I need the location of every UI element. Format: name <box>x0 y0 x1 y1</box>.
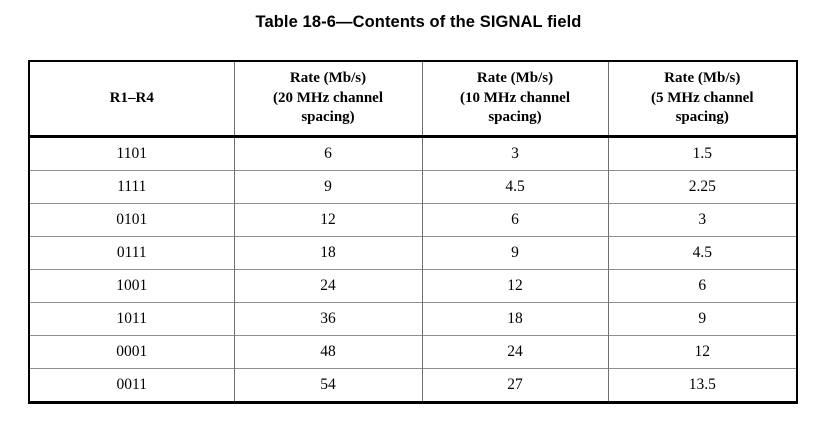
table-row: 0011 54 27 13.5 <box>29 368 797 403</box>
cell-bits: 0001 <box>29 335 234 369</box>
cell-rate-10mhz: 18 <box>421 302 608 336</box>
cell-bits: 0111 <box>29 236 234 270</box>
table-row: 1011 36 18 9 <box>29 302 797 336</box>
header-row: R1–R4 Rate (Mb/s) (20 MHz channel spacin… <box>29 61 797 138</box>
cell-bits: 1101 <box>116 145 147 162</box>
cell-bits: 1011 <box>29 302 234 336</box>
cell-rate-20mhz: 9 <box>233 170 422 204</box>
cell-bits: 1001 <box>29 269 234 303</box>
cell-rate-20mhz: 36 <box>233 302 422 336</box>
table-row: 0101 12 6 3 <box>29 203 797 237</box>
cell-rate-20mhz: 12 <box>233 203 422 237</box>
column-header-rate-10mhz: Rate (Mb/s) (10 MHz channel spacing) <box>421 61 608 138</box>
cell-rate-5mhz: 6 <box>607 269 797 303</box>
cell-rate-20mhz: 18 <box>233 236 422 270</box>
cell-rate-5mhz: 4.5 <box>607 236 797 270</box>
cell-rate-10mhz: 27 <box>421 368 608 403</box>
cell-rate-20mhz: 54 <box>233 368 422 403</box>
cell-rate-5mhz: 3 <box>607 203 797 237</box>
cell-rate-10mhz: 3 <box>421 136 608 171</box>
column-header-rate-20mhz: Rate (Mb/s) (20 MHz channel spacing) <box>233 61 422 138</box>
column-header-r1-r4: R1–R4 <box>29 61 234 138</box>
cell-bits: 1111 <box>29 170 234 204</box>
cell-rate-20mhz: 48 <box>233 335 422 369</box>
signal-field-table: R1–R4 Rate (Mb/s) (20 MHz channel spacin… <box>28 60 798 404</box>
cell-rate-5mhz: 13.5 <box>607 368 797 403</box>
cell-rate-10mhz: 12 <box>421 269 608 303</box>
cell-rate-20mhz: 6 <box>233 136 422 171</box>
cell-rate-5mhz: 2.25 <box>607 170 797 204</box>
cell-rate-10mhz: 6 <box>421 203 608 237</box>
table-caption: Table 18-6—Contents of the SIGNAL field <box>255 13 582 31</box>
table-body: 1101 6 3 1.5 1111 9 4.5 2.25 0101 12 6 3… <box>29 136 797 403</box>
cell-rate-5mhz: 1.5 <box>607 136 797 171</box>
cell-bits: 0011 <box>29 368 234 403</box>
cell-rate-5mhz: 12 <box>607 335 797 369</box>
table-header: R1–R4 Rate (Mb/s) (20 MHz channel spacin… <box>29 61 797 138</box>
column-header-rate-5mhz: Rate (Mb/s) (5 MHz channel spacing) <box>607 61 797 138</box>
cell-rate-5mhz: 9 <box>607 302 797 336</box>
table-row: 1101 6 3 1.5 <box>29 136 797 171</box>
table-row: 0111 18 9 4.5 <box>29 236 797 270</box>
table-row: 1001 24 12 6 <box>29 269 797 303</box>
cell-rate-10mhz: 24 <box>421 335 608 369</box>
cell-rate-10mhz: 9 <box>421 236 608 270</box>
cell-bits: 0101 <box>29 203 234 237</box>
table-row: 1111 9 4.5 2.25 <box>29 170 797 204</box>
cell-rate-10mhz: 4.5 <box>421 170 608 204</box>
cell-rate-20mhz: 24 <box>233 269 422 303</box>
table-row: 0001 48 24 12 <box>29 335 797 369</box>
